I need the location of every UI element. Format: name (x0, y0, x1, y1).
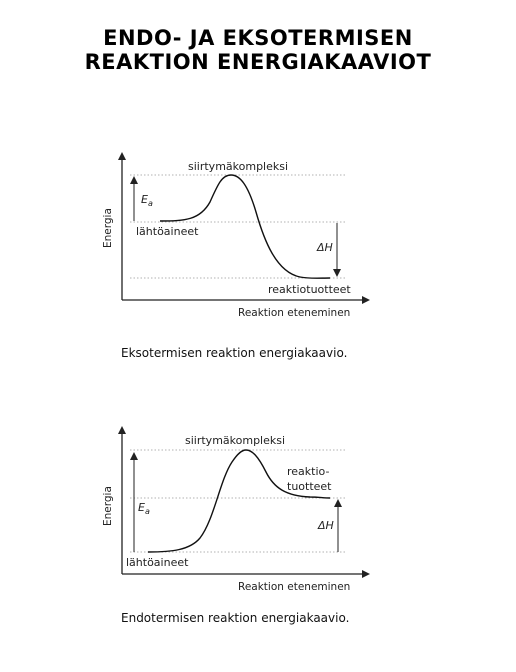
x-axis-label: Reaktion eteneminen (238, 307, 350, 319)
endothermic-caption: Endotermisen reaktion energiakaavio. (121, 611, 350, 625)
endothermic-energy-diagram: Energia Reaktion eteneminen siirtymäkomp… (102, 426, 370, 593)
activation-energy-subscript: a (148, 199, 153, 208)
transition-state-label: siirtymäkompleksi (188, 160, 288, 173)
enthalpy-label: ΔH (316, 241, 333, 254)
energy-curve (159, 174, 331, 279)
page-title-line-1: ENDO- JA EKSOTERMISEN (103, 26, 413, 50)
reactants-label: lähtöaineet (136, 225, 199, 238)
reactants-label: lähtöaineet (126, 556, 189, 569)
page-title-line-2: REAKTION ENERGIAKAAVIOT (84, 50, 432, 74)
exothermic-energy-diagram: Energia Reaktion eteneminen siirtymäkomp… (102, 152, 370, 319)
products-label: reaktiotuotteet (268, 283, 351, 296)
activation-energy-subscript: a (145, 507, 150, 516)
y-axis-label: Energia (102, 208, 114, 248)
activation-energy-label: Ea (138, 501, 150, 516)
y-axis-label: Energia (102, 486, 114, 526)
exothermic-caption: Eksotermisen reaktion energiakaavio. (121, 346, 348, 360)
x-axis-label: Reaktion eteneminen (238, 581, 350, 593)
enthalpy-label: ΔH (317, 519, 334, 532)
activation-energy-label: Ea (141, 193, 153, 208)
transition-state-label: siirtymäkompleksi (185, 434, 285, 447)
products-label-line-1: reaktio- (287, 465, 329, 478)
energy-curve (147, 449, 331, 553)
products-label-line-2: tuotteet (287, 480, 332, 493)
